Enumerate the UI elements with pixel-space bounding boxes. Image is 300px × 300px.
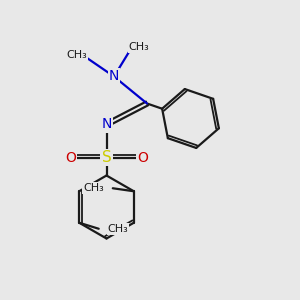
- Text: CH₃: CH₃: [128, 42, 149, 52]
- Text: O: O: [137, 151, 148, 164]
- Text: N: N: [109, 70, 119, 83]
- Text: N: N: [101, 118, 112, 131]
- Text: CH₃: CH₃: [83, 183, 104, 193]
- Text: S: S: [102, 150, 111, 165]
- Text: O: O: [65, 151, 76, 164]
- Text: CH₃: CH₃: [67, 50, 88, 61]
- Text: CH₃: CH₃: [108, 224, 128, 234]
